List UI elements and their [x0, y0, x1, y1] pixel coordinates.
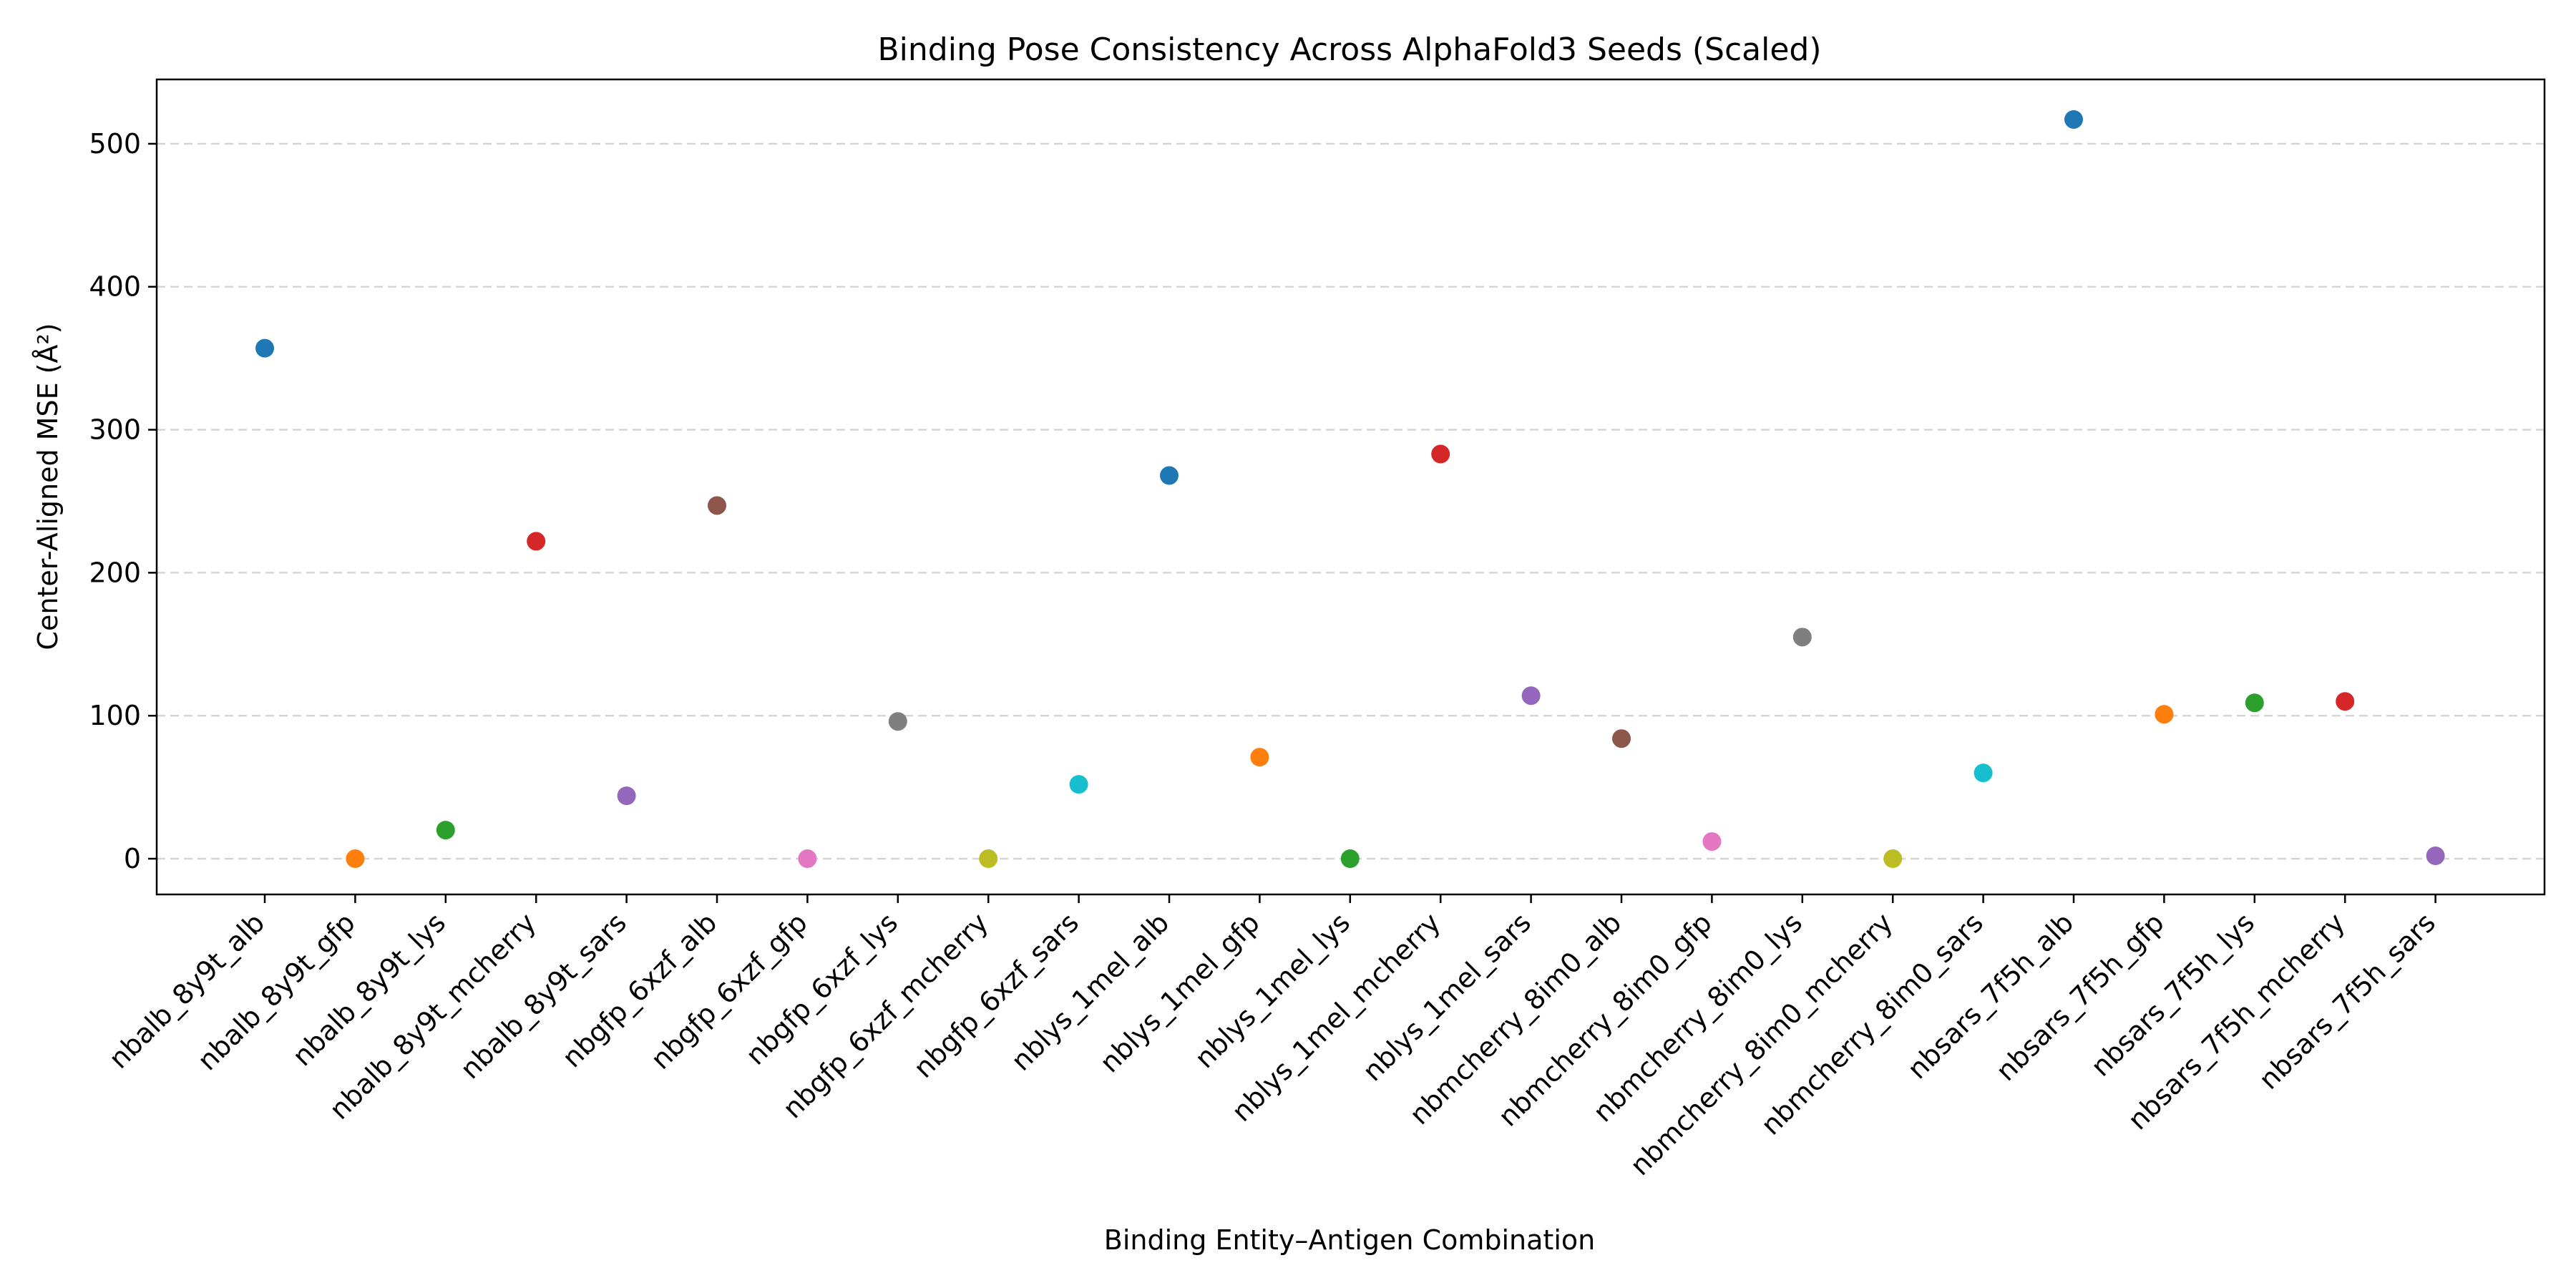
x-axis-label: Binding Entity–Antigen Combination	[1104, 1224, 1595, 1256]
chart-title: Binding Pose Consistency Across AlphaFol…	[878, 31, 1822, 68]
x-tick-label: nbgfp_6xzf_sars	[907, 907, 1085, 1084]
data-point	[1702, 832, 1722, 852]
data-point	[1069, 775, 1088, 794]
x-tick-label: nblys_1mel_sars	[1357, 907, 1537, 1087]
grid-layer	[157, 142, 2545, 860]
data-point	[1521, 686, 1541, 706]
data-point	[1883, 849, 1903, 869]
data-point	[2245, 693, 2264, 713]
data-point	[1250, 748, 1269, 767]
x-tick-label: nbalb_8y9t_gfp	[192, 907, 361, 1076]
x-tick-label: nbgfp_6xzf_alb	[556, 907, 723, 1073]
plot-frame	[155, 78, 2546, 896]
data-point	[2155, 705, 2174, 724]
data-point	[2064, 109, 2083, 129]
data-point	[346, 849, 365, 869]
data-point	[979, 849, 998, 869]
x-tick-label: nbsars_7f5h_alb	[1901, 907, 2079, 1085]
x-tick-label: nbsars_7f5h_sars	[2253, 907, 2441, 1096]
data-point	[617, 786, 636, 806]
data-point	[1431, 444, 1450, 464]
x-tick-label: nbalb_8y9t_sars	[454, 907, 633, 1085]
data-point	[436, 821, 455, 840]
y-axis-label: Center-Aligned MSE (Å²)	[32, 323, 64, 650]
x-tick-label: nbgfp_6xzf_gfp	[645, 907, 814, 1075]
data-point	[2426, 847, 2445, 866]
data-point	[527, 532, 546, 551]
x-tick-label: nbalb_8y9t_lys	[286, 907, 452, 1072]
x-tick-label: nblys_1mel_alb	[1005, 907, 1176, 1077]
data-point	[1340, 849, 1360, 869]
x-tick-label: nbalb_8y9t_alb	[103, 907, 271, 1075]
data-point	[255, 338, 274, 358]
data-point	[1974, 763, 1993, 783]
y-tick-label: 100	[89, 700, 141, 731]
data-point	[708, 496, 726, 515]
data-point	[1160, 466, 1179, 485]
x-tick-label: nbsars_7f5h_lys	[2085, 907, 2261, 1083]
data-point	[1792, 628, 1812, 647]
data-point	[2336, 692, 2355, 711]
x-tick-label: nblys_1mel_lys	[1189, 907, 1356, 1074]
data-point	[888, 712, 907, 731]
x-tick-label: nblys_1mel_gfp	[1093, 907, 1265, 1078]
data-point	[798, 849, 817, 869]
y-tick-label: 400	[89, 271, 141, 303]
y-tick-label: 0	[124, 843, 141, 874]
point-layer	[255, 109, 2445, 869]
y-tick-label: 500	[89, 128, 141, 160]
x-tick-label: nbgfp_6xzf_lys	[740, 907, 904, 1071]
data-point	[1612, 729, 1631, 748]
x-tick-label: nbsars_7f5h_gfp	[1990, 907, 2170, 1087]
y-tick-label: 200	[89, 557, 141, 588]
y-tick-label: 300	[89, 414, 141, 446]
